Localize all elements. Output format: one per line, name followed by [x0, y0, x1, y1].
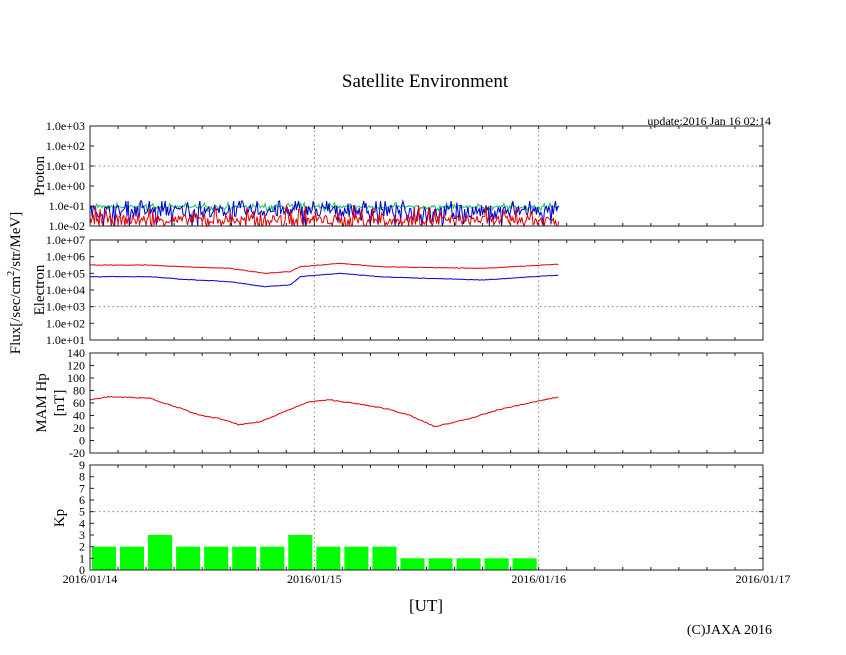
series-electron-blue [89, 272, 559, 288]
y-tick-label: 1.0e+04 [46, 283, 85, 297]
y-tick-label: 60 [73, 396, 85, 410]
y-tick-label: 2 [79, 540, 85, 554]
y-tick-label: 1.0e-02 [49, 219, 85, 233]
y-tick-label: 1.0e+06 [46, 250, 85, 264]
hp-unit-label: [nT] [52, 390, 68, 417]
series-proton-blue [89, 199, 560, 227]
y-tick-label: 1.0e-01 [49, 199, 85, 213]
flux-label: Flux[/sec/cm [8, 276, 24, 355]
electron-label: Electron [32, 264, 48, 315]
y-tick-label: 9 [79, 458, 85, 472]
panel-frame [89, 239, 764, 341]
y-tick-label: 1.0e+07 [46, 233, 85, 247]
y-tick-label: 8 [79, 470, 85, 484]
y-tick-label: 1 [79, 551, 85, 565]
y-tick-label: 3 [79, 528, 85, 542]
kp-bar [176, 546, 201, 570]
chart-title: Satellite Environment [342, 71, 509, 92]
x-tick-label: 2016/01/14 [63, 572, 118, 586]
kp-bar [484, 558, 509, 570]
hp-label: MAM Hp [34, 373, 50, 433]
flux-label-2: /str/MeV] [8, 212, 24, 271]
y-tick-label: 100 [67, 371, 85, 385]
series-hp [89, 395, 559, 428]
panel-frame [89, 352, 764, 454]
kp-bar [344, 546, 369, 570]
kp-bar [288, 535, 313, 570]
y-tick-label: 1.0e+01 [46, 159, 85, 173]
y-tick-label: 20 [73, 421, 85, 435]
kp-bar [120, 546, 145, 570]
y-tick-label: 0 [79, 563, 85, 577]
series-electron-red [89, 262, 559, 275]
y-tick-label: 1.0e+00 [46, 179, 85, 193]
y-tick-label: 7 [79, 481, 85, 495]
kp-label: Kp [52, 509, 68, 527]
kp-bar [204, 546, 229, 570]
kp-bar [400, 558, 425, 570]
panel-electron: 1.0e+01 1.0e+02 1.0e+03 1.0e+04 1.0e+05 1.0e+… [46, 233, 764, 347]
proton-label: Proton [32, 156, 48, 197]
y-tick-label: 80 [73, 384, 85, 398]
kp-bar [148, 535, 173, 570]
y-tick-label: 140 [67, 346, 85, 360]
flux-sup: 2 [6, 271, 17, 276]
kp-bar [232, 546, 257, 570]
kp-bar [428, 558, 453, 570]
y-tick-label: 1.0e+03 [46, 300, 85, 314]
y-tick-label: 40 [73, 409, 85, 423]
x-tick-label: 2016/01/16 [511, 572, 566, 586]
y-tick-label: 6 [79, 493, 85, 507]
kp-bar [260, 546, 285, 570]
y-tick-label: 0 [79, 434, 85, 448]
svg-text:Flux[/sec/cm2/str/MeV]: Flux[/sec/cm2/str/MeV] [6, 212, 24, 355]
y-tick-label: 1.0e+01 [46, 333, 85, 347]
kp-bar [316, 546, 341, 570]
series-proton-green [89, 200, 560, 214]
y-tick-label: -20 [69, 446, 85, 460]
copyright: (C)JAXA 2016 [687, 623, 772, 638]
kp-bar [92, 546, 117, 570]
y-tick-label: 120 [67, 359, 85, 373]
y-tick-label: 1.0e+03 [46, 119, 85, 133]
kp-bar [512, 558, 537, 570]
y-tick-label: 1.0e+05 [46, 266, 85, 280]
y-tick-label: 1.0e+02 [46, 316, 85, 330]
kp-bar [456, 558, 481, 570]
x-axis-label: [UT] [409, 596, 443, 615]
x-tick-label: 2016/01/17 [736, 572, 791, 586]
series-proton-red [89, 204, 560, 228]
panel-proton: 1.0e-02 1.0e-01 1.0e+00 1.0e+01 1.0e+02 1.0e+… [46, 119, 764, 233]
y-tick-label: 4 [79, 516, 85, 530]
y-tick-label: 1.0e+02 [46, 139, 85, 153]
x-tick-label: 2016/01/15 [287, 572, 342, 586]
kp-bar [372, 546, 397, 570]
update-timestamp: update:2016 Jan 16 02:14 [647, 114, 771, 128]
flux-axis-label: Flux[/sec/cm2/str/MeV] [6, 212, 24, 355]
panel-frame [89, 125, 764, 227]
y-tick-label: 5 [79, 505, 85, 519]
